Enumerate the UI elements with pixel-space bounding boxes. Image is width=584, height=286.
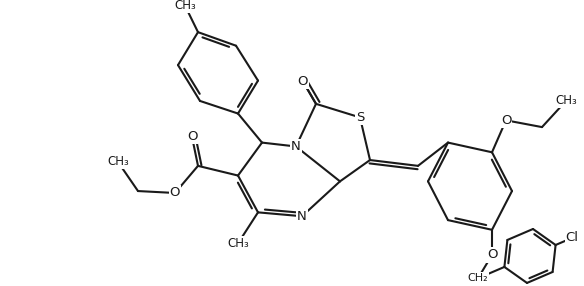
Text: CH₃: CH₃ [227, 237, 249, 250]
Text: O: O [187, 130, 197, 143]
Text: CH₃: CH₃ [107, 156, 129, 168]
Text: O: O [486, 249, 497, 261]
Text: O: O [170, 186, 180, 199]
Text: CH₃: CH₃ [555, 94, 577, 108]
Text: O: O [500, 114, 511, 127]
Text: S: S [356, 111, 364, 124]
Text: N: N [297, 210, 307, 223]
Text: Cl: Cl [565, 231, 579, 245]
Text: CH₂: CH₂ [468, 273, 488, 283]
Text: CH₃: CH₃ [174, 0, 196, 12]
Text: O: O [298, 75, 308, 88]
Text: N: N [291, 140, 301, 153]
